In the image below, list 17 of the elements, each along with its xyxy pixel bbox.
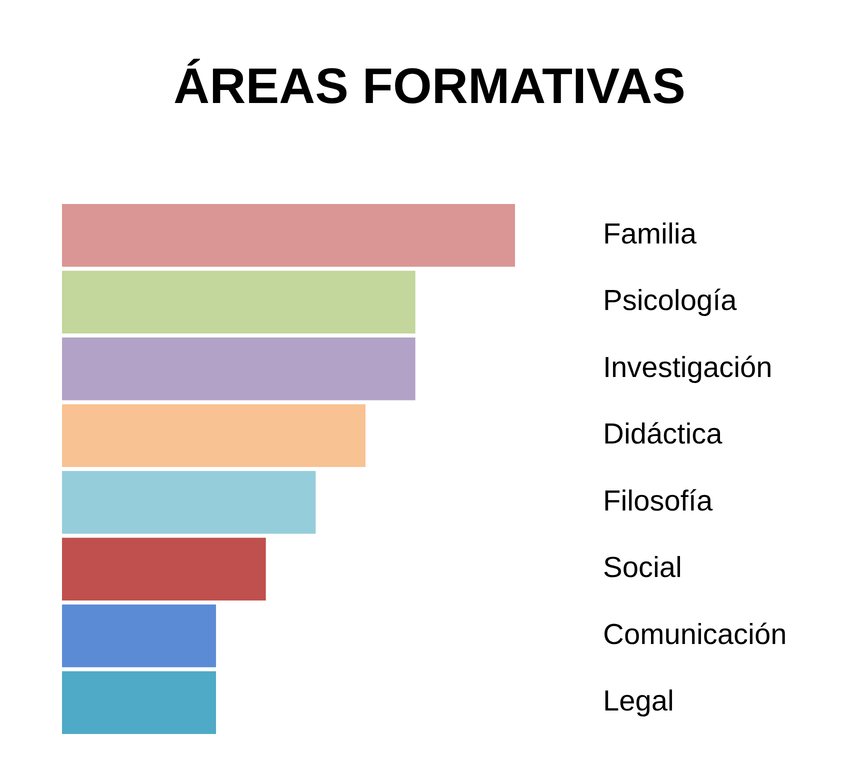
bar (62, 671, 216, 734)
y-tick-label: Social (603, 552, 682, 584)
bar (62, 204, 515, 267)
bar (62, 471, 316, 534)
chart-title: ÁREAS FORMATIVAS (173, 58, 686, 114)
bar (62, 538, 266, 600)
y-tick-label: Familia (603, 218, 698, 250)
bar (62, 338, 416, 400)
y-tick-label: Filosofía (603, 485, 714, 518)
y-tick-label: Comunicación (603, 618, 787, 651)
y-tick-label: Legal (603, 686, 674, 718)
bar (62, 270, 416, 334)
bar (62, 404, 366, 467)
y-tick-label: Investigación (603, 352, 772, 384)
y-tick-label: Psicología (603, 285, 738, 318)
bar (62, 604, 216, 668)
y-tick-label: Didáctica (603, 418, 724, 451)
